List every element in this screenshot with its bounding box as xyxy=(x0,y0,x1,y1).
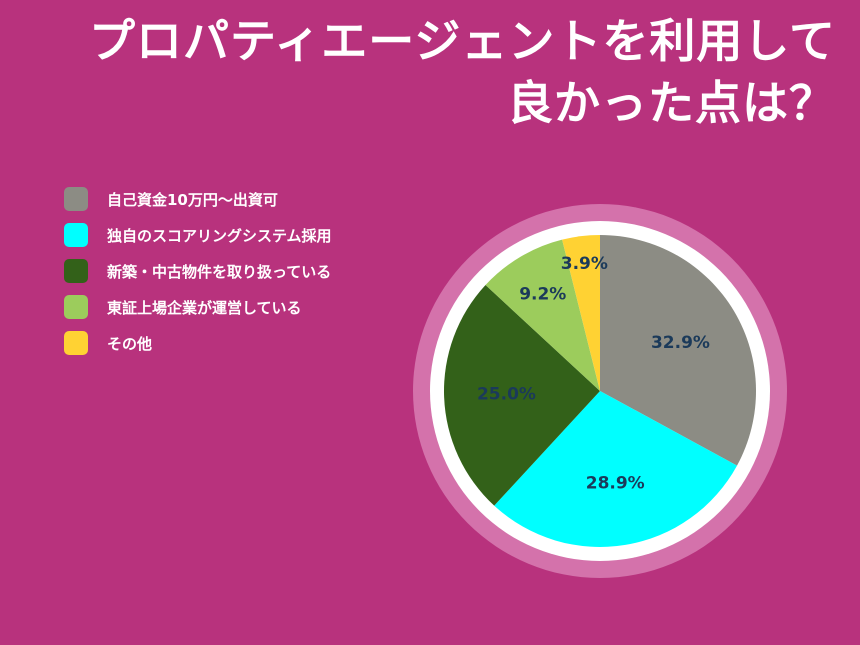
legend-label: その他 xyxy=(107,334,153,353)
title-line-2: 良かった点は？ xyxy=(507,76,836,130)
legend-item: 自己資金10万円〜出資可 xyxy=(64,187,332,211)
legend-item: 新築・中古物件を取り扱っている xyxy=(64,259,332,283)
pie-slice xyxy=(485,239,600,391)
legend-label: 自己資金10万円〜出資可 xyxy=(107,190,278,209)
pie-slice-label: 28.9% xyxy=(586,473,645,493)
pie-slice-label: 9.2% xyxy=(519,284,566,304)
legend-label: 独自のスコアリングシステム採用 xyxy=(107,226,332,245)
pie-slice xyxy=(494,391,738,547)
legend-swatch xyxy=(64,331,88,355)
pie-slice-label: 32.9% xyxy=(651,333,710,353)
legend-item: その他 xyxy=(64,331,332,355)
legend-item: 東証上場企業が運営している xyxy=(64,295,332,319)
legend-swatch xyxy=(64,295,88,319)
legend-swatch xyxy=(64,259,88,283)
pie-slice xyxy=(562,235,600,391)
legend-label: 新築・中古物件を取り扱っている xyxy=(107,262,332,281)
pie-slice xyxy=(600,235,757,466)
legend-swatch xyxy=(64,187,88,211)
pie-slice xyxy=(444,285,600,506)
title-line-1: プロパティエージェントを利用して xyxy=(89,14,836,68)
legend-label: 東証上場企業が運営している xyxy=(107,298,302,317)
chart-legend: 自己資金10万円〜出資可 独自のスコアリングシステム採用 新築・中古物件を取り扱… xyxy=(64,187,332,367)
page-title: プロパティエージェントを利用して 良かった点は？ xyxy=(16,10,836,134)
legend-swatch xyxy=(64,223,88,247)
pie-slice-label: 3.9% xyxy=(561,254,608,274)
pie-slice-label: 25.0% xyxy=(477,385,536,405)
legend-item: 独自のスコアリングシステム採用 xyxy=(64,223,332,247)
